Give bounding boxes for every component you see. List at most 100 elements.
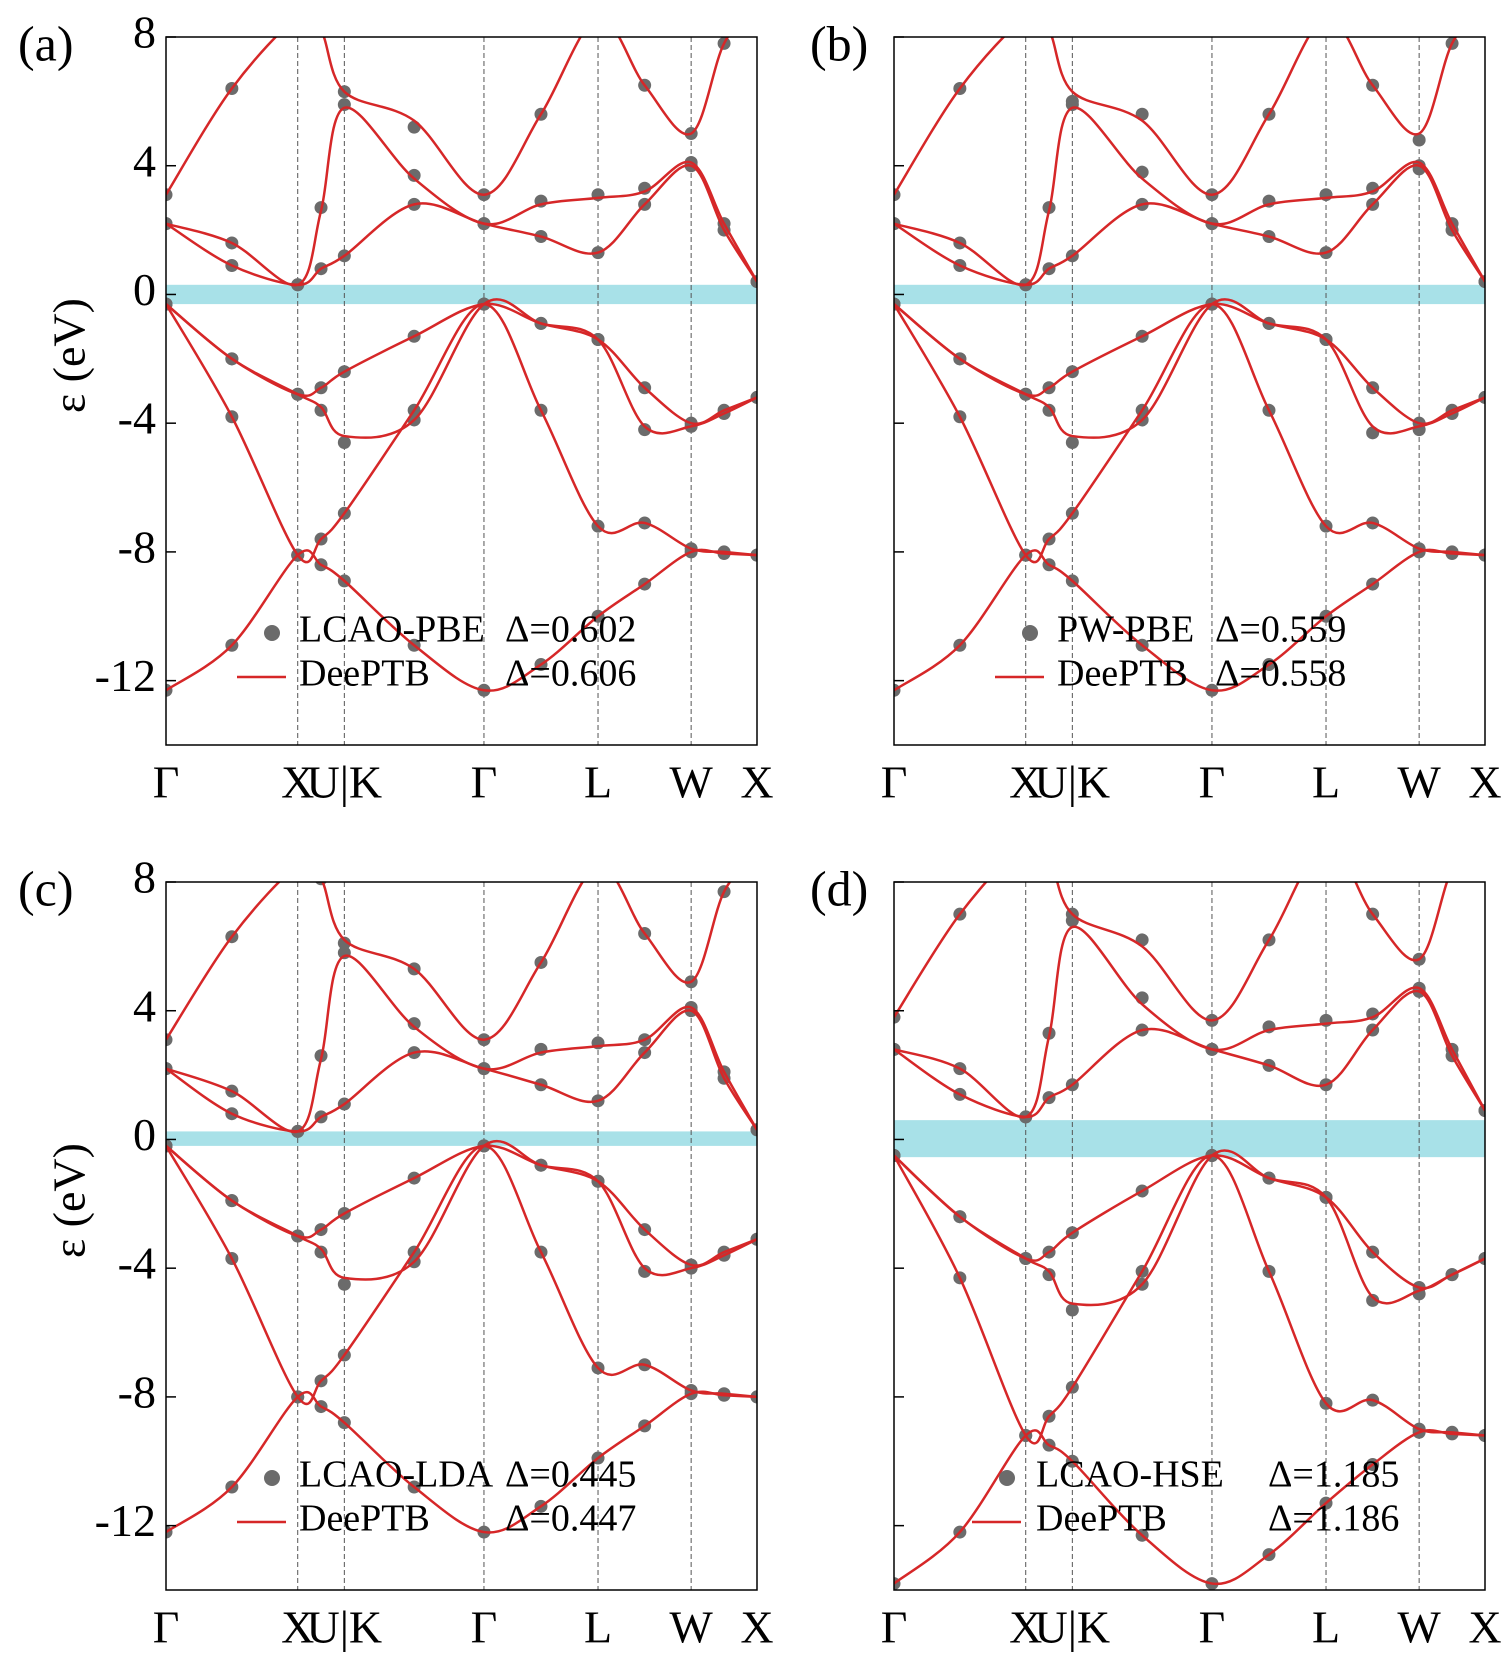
legend-label: DeePTB bbox=[299, 653, 430, 695]
band-line bbox=[166, 298, 757, 439]
band-line bbox=[894, 106, 1485, 287]
x-tick-label: U|K bbox=[1035, 757, 1111, 808]
legend-annotation: Δ=0.602 bbox=[505, 609, 636, 651]
band-line bbox=[166, 954, 757, 1134]
legend-annotation: Δ=0.447 bbox=[505, 1498, 636, 1540]
band-gap bbox=[166, 284, 757, 305]
band-line bbox=[166, 106, 757, 287]
legend-label: LCAO-HSE bbox=[1036, 1454, 1224, 1496]
band-line bbox=[166, 1144, 757, 1267]
plot-frame bbox=[165, 881, 758, 1591]
legend-marker bbox=[264, 1470, 280, 1486]
dft-point bbox=[1019, 11, 1032, 24]
y-tick-label: 4 bbox=[133, 135, 156, 186]
dft-point bbox=[638, 1264, 652, 1278]
dft-point bbox=[291, 11, 304, 24]
y-axis-label: ε (eV) bbox=[44, 1143, 95, 1258]
x-tick-label: X bbox=[1009, 757, 1042, 808]
plot-frame bbox=[893, 36, 1486, 746]
legend-label: DeePTB bbox=[299, 1498, 430, 1540]
band-line bbox=[166, 1009, 757, 1133]
x-tick-label: Γ bbox=[1199, 757, 1226, 808]
y-tick-label: -4 bbox=[118, 1238, 156, 1289]
band-line bbox=[894, 1154, 1485, 1445]
x-tick-label: W bbox=[1397, 757, 1441, 808]
x-tick-label: Γ bbox=[881, 757, 908, 808]
legend-annotation: Δ=1.185 bbox=[1268, 1454, 1399, 1496]
plot-frame bbox=[165, 36, 758, 746]
dft-point bbox=[1412, 133, 1426, 147]
dft-point bbox=[1048, 37, 1050, 38]
legend-label: PW-PBE bbox=[1057, 609, 1194, 651]
dft-point bbox=[592, 859, 605, 872]
dft-point bbox=[1135, 991, 1149, 1005]
panel-label: (c) bbox=[18, 860, 74, 916]
legend-annotation: Δ=0.445 bbox=[505, 1454, 636, 1496]
band-line bbox=[894, 989, 1485, 1119]
x-tick-label: W bbox=[669, 757, 713, 808]
legend-annotation: Δ=1.186 bbox=[1268, 1498, 1399, 1540]
x-tick-label: Γ bbox=[153, 757, 180, 808]
dft-point bbox=[1366, 426, 1380, 440]
legend-annotation: Δ=0.558 bbox=[1215, 653, 1346, 695]
band-line bbox=[894, 302, 1485, 564]
x-tick-label: Γ bbox=[881, 1602, 908, 1653]
plot-area bbox=[894, 0, 1492, 745]
band-line bbox=[166, 37, 730, 196]
x-tick-label: Γ bbox=[1199, 1602, 1226, 1653]
legend-label: LCAO-LDA bbox=[299, 1454, 494, 1496]
x-tick-label: X bbox=[1468, 1602, 1501, 1653]
dft-point bbox=[1366, 1293, 1380, 1307]
x-tick-label: U|K bbox=[1035, 1602, 1111, 1653]
band-gap bbox=[894, 1120, 1485, 1158]
dft-point bbox=[1135, 165, 1149, 179]
y-tick-label: -8 bbox=[118, 521, 156, 572]
band-line bbox=[894, 302, 1485, 426]
dft-point bbox=[337, 1277, 351, 1291]
dft-point bbox=[638, 423, 652, 437]
dft-point bbox=[337, 435, 351, 449]
x-tick-label: W bbox=[1397, 1602, 1441, 1653]
y-tick-label: 4 bbox=[133, 980, 156, 1031]
x-tick-label: Γ bbox=[153, 1602, 180, 1653]
x-tick-label: X bbox=[1009, 1602, 1042, 1653]
dft-point bbox=[751, 0, 764, 11]
band-gap bbox=[894, 284, 1485, 305]
dft-point bbox=[291, 859, 304, 872]
y-tick-label: 0 bbox=[133, 1109, 156, 1160]
band-line bbox=[166, 1390, 757, 1534]
dft-point bbox=[1320, 837, 1333, 850]
x-tick-label: L bbox=[1312, 1602, 1340, 1653]
panel-label: (d) bbox=[810, 860, 868, 916]
band-line bbox=[166, 302, 757, 564]
legend-label: DeePTB bbox=[1057, 653, 1188, 695]
y-tick-label: -12 bbox=[95, 650, 156, 701]
x-tick-label: X bbox=[281, 757, 314, 808]
x-tick-label: W bbox=[669, 1602, 713, 1653]
legend-marker bbox=[264, 625, 280, 641]
legend-marker bbox=[1022, 625, 1038, 641]
band-line bbox=[894, 1154, 1485, 1290]
x-tick-label: L bbox=[584, 1602, 612, 1653]
dft-point bbox=[407, 120, 421, 134]
dft-point bbox=[407, 168, 421, 182]
dft-point bbox=[1065, 94, 1079, 108]
dft-point bbox=[1065, 1303, 1079, 1317]
band-gap bbox=[166, 1131, 757, 1146]
dft-point bbox=[1019, 837, 1032, 850]
y-tick-label: 0 bbox=[133, 264, 156, 315]
legend-marker bbox=[999, 1470, 1015, 1486]
band-line bbox=[894, 298, 1485, 439]
dft-point bbox=[407, 1017, 421, 1031]
band-line bbox=[894, 925, 1485, 1119]
panel-label: (a) bbox=[18, 15, 74, 71]
y-tick-label: 8 bbox=[133, 7, 156, 58]
panel-label: (b) bbox=[810, 15, 868, 71]
band-line bbox=[894, 37, 1458, 196]
dft-point bbox=[337, 936, 351, 950]
dft-point bbox=[1479, 0, 1492, 11]
